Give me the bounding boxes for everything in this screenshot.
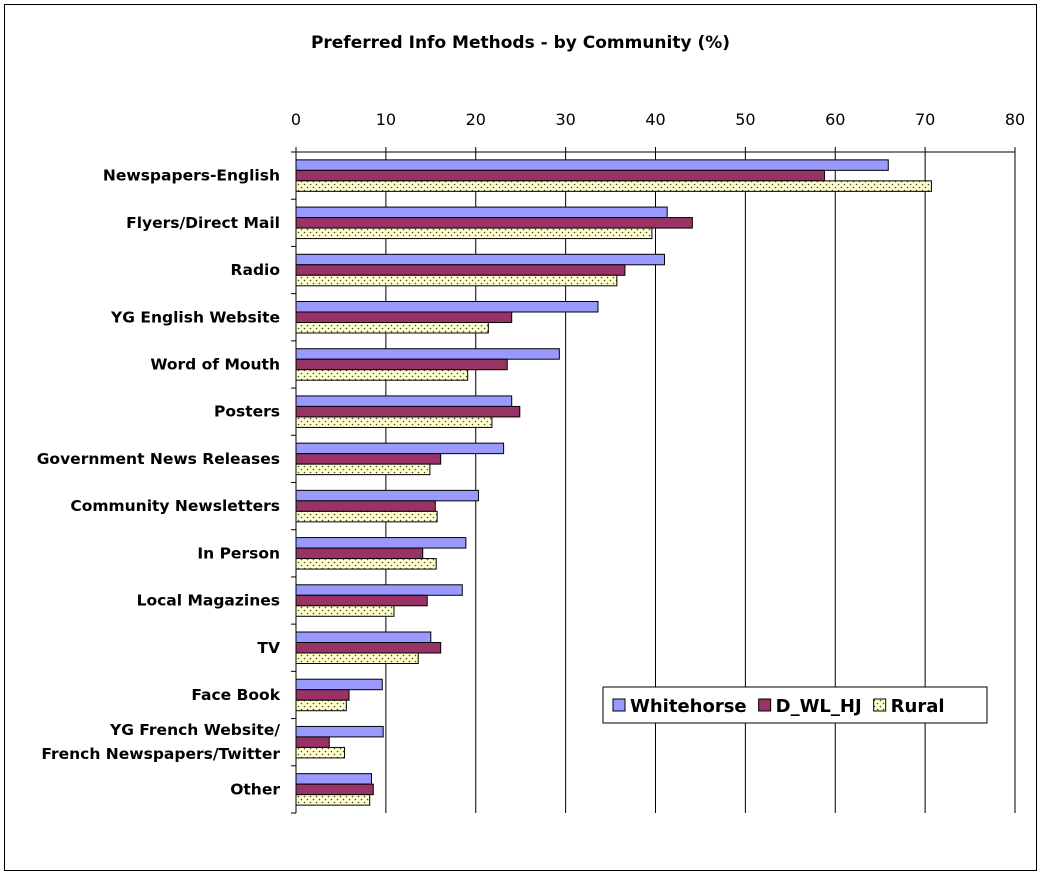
category-label: TV: [257, 639, 280, 657]
legend-label: Whitehorse: [630, 696, 747, 717]
bar-d-wl-hj: [295, 547, 424, 560]
bar-whitehorse: [295, 301, 599, 313]
bar-d-wl-hj: [295, 689, 350, 701]
chart-frame: [4, 4, 1037, 871]
bar-rural: [295, 510, 438, 523]
bar-rural: [295, 652, 419, 664]
bar-d-wl-hj: [295, 500, 436, 512]
x-tick-label: 30: [555, 110, 575, 129]
x-tick-label: 0: [291, 110, 301, 129]
category-label: French Newspapers/Twitter: [41, 745, 280, 763]
x-tick-label: 20: [466, 110, 486, 129]
x-tick-label: 50: [735, 110, 755, 129]
legend-swatch: [612, 698, 626, 712]
category-label: Face Book: [191, 686, 280, 704]
category-label: In Person: [197, 544, 280, 562]
category-label: YG French Website/: [109, 721, 280, 739]
bar-whitehorse: [295, 725, 384, 738]
bar-d-wl-hj: [295, 736, 330, 748]
bar-whitehorse: [295, 206, 668, 219]
bar-rural: [295, 605, 395, 617]
category-label: Posters: [214, 403, 280, 421]
x-tick-label: 80: [1005, 110, 1025, 129]
bar-d-wl-hj: [295, 405, 521, 418]
category-label: YG English Website: [110, 308, 280, 326]
x-tick-label: 40: [645, 110, 665, 129]
bar-whitehorse: [295, 678, 383, 691]
bar-whitehorse: [295, 395, 513, 407]
bar-d-wl-hj: [295, 783, 374, 796]
bar-rural: [295, 227, 653, 240]
bar-rural: [295, 322, 489, 334]
legend-box: [602, 686, 988, 724]
bar-whitehorse: [295, 773, 372, 785]
bar-whitehorse: [295, 489, 479, 502]
legend-swatch: [758, 698, 772, 712]
legend-label: Rural: [891, 696, 945, 717]
bar-rural: [295, 746, 346, 759]
bar-d-wl-hj: [295, 358, 508, 371]
legend-label: D_WL_HJ: [776, 696, 862, 717]
bar-whitehorse: [295, 442, 505, 455]
bars: [295, 159, 932, 806]
chart-title: Preferred Info Methods - by Community (%…: [310, 33, 731, 53]
bar-d-wl-hj: [295, 453, 442, 465]
bar-whitehorse: [295, 584, 463, 596]
bar-d-wl-hj: [295, 217, 693, 229]
category-label: Other: [230, 780, 280, 798]
bar-d-wl-hj: [295, 264, 626, 276]
bar-rural: [295, 794, 371, 806]
bar-rural: [295, 558, 437, 570]
bar-d-wl-hj: [295, 311, 513, 323]
bar-d-wl-hj: [295, 642, 442, 654]
bar-rural: [295, 416, 493, 428]
category-label: Community Newsletters: [70, 497, 280, 515]
bar-whitehorse: [295, 537, 467, 549]
bar-rural: [295, 699, 347, 712]
category-label: Government News Releases: [37, 450, 280, 468]
bar-whitehorse: [295, 253, 665, 266]
bar-rural: [295, 369, 469, 381]
category-label: Flyers/Direct Mail: [126, 214, 280, 232]
x-tick-label: 60: [825, 110, 845, 129]
bar-d-wl-hj: [295, 594, 428, 607]
x-tick-label: 70: [915, 110, 935, 129]
bar-d-wl-hj: [295, 169, 825, 182]
category-label: Word of Mouth: [150, 355, 280, 373]
bar-rural: [295, 180, 932, 192]
legend: Whitehorse D_WL_HJ Rural: [602, 686, 988, 724]
bar-rural: [295, 274, 618, 287]
x-tick-label: 10: [376, 110, 396, 129]
labels: 0 10 20 30 40 50 60 70 80 Newspapers-English Flyer…: [37, 110, 1025, 798]
bar-rural: [295, 463, 431, 476]
category-label: Radio: [231, 261, 280, 279]
category-label: Local Magazines: [137, 592, 280, 610]
category-label: Newspapers-English: [103, 167, 280, 185]
bar-whitehorse: [295, 348, 560, 360]
legend-swatch: [873, 698, 887, 712]
bar-whitehorse: [295, 159, 889, 171]
bar-whitehorse: [295, 631, 432, 643]
